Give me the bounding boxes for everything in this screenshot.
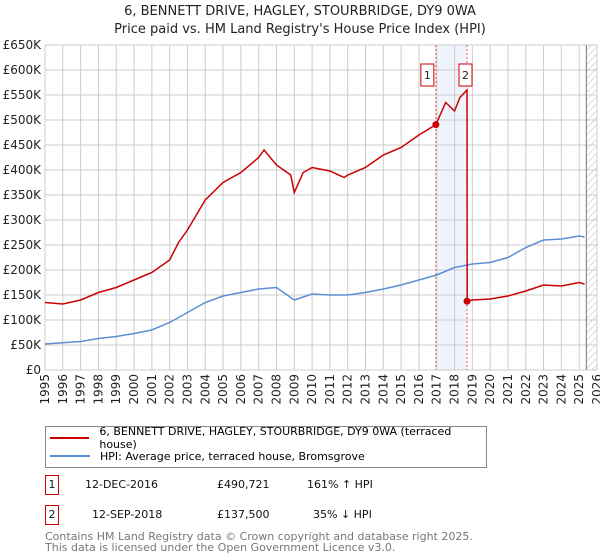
x-tick-label: 1998 (91, 374, 105, 405)
y-tick-label: £450K (3, 138, 43, 152)
x-tick-label: 2017 (430, 374, 444, 405)
footer-line: Contains HM Land Registry data © Crown c… (45, 530, 473, 543)
x-tick-label: 2006 (234, 374, 248, 405)
x-tick-label: 2011 (323, 374, 337, 405)
y-tick-label: £500K (3, 113, 43, 127)
legend-swatch (50, 437, 90, 439)
transaction-date: 12-DEC-2016 (85, 478, 159, 491)
x-tick-label: 2020 (483, 374, 497, 405)
transaction-row: 1 12-DEC-2016 £490,721 161% ↑ HPI (45, 475, 545, 495)
sale-label: 2 (462, 69, 469, 82)
y-tick-label: £300K (3, 213, 43, 227)
x-tick-label: 2000 (127, 374, 141, 405)
chart-plot: £0 £50K £100K £150K £200K £250K £300K £350K £400… (3, 38, 600, 405)
transaction-price: £137,500 (217, 508, 270, 521)
legend-item-property: 6, BENNETT DRIVE, HAGLEY, STOURBRIDGE, D… (50, 425, 486, 451)
transaction-row: 2 12-SEP-2018 £137,500 35% ↓ HPI (45, 505, 545, 525)
x-tick-label: 2008 (269, 374, 283, 405)
footer-line: This data is licensed under the Open Gov… (45, 541, 396, 554)
y-tick-label: £250K (3, 238, 43, 252)
x-tick-label: 2009 (287, 374, 301, 405)
x-tick-label: 2016 (412, 374, 426, 405)
transaction-hpi: 35% ↓ HPI (313, 508, 372, 521)
y-tick-label: £50K (10, 338, 42, 352)
x-tick-label: 2015 (394, 374, 408, 405)
x-tick-label: 2012 (341, 374, 355, 405)
y-tick-label: £400K (3, 163, 43, 177)
x-tick-label: 2018 (448, 374, 462, 405)
forecast-hatch (586, 45, 597, 370)
sale-label: 1 (424, 69, 431, 82)
x-tick-label: 2026 (590, 374, 600, 405)
x-tick-label: 2001 (145, 374, 159, 405)
legend-label: HPI: Average price, terraced house, Brom… (100, 449, 365, 463)
x-tick-label: 2014 (376, 374, 390, 405)
transaction-price: £490,721 (217, 478, 270, 491)
y-tick-label: £350K (3, 188, 43, 202)
x-tick-label: 2023 (537, 374, 551, 405)
property-price-line (44, 88, 585, 305)
transaction-hpi: 161% ↑ HPI (307, 478, 373, 491)
x-tick-label: 2013 (359, 374, 373, 405)
legend-item-hpi: HPI: Average price, terraced house, Brom… (50, 448, 365, 464)
y-tick-label: £550K (3, 88, 43, 102)
legend: 6, BENNETT DRIVE, HAGLEY, STOURBRIDGE, D… (45, 425, 487, 468)
transaction-date: 12-SEP-2018 (92, 508, 163, 521)
legend-swatch (50, 455, 90, 457)
x-tick-label: 2022 (519, 374, 533, 405)
sale-point (432, 121, 440, 129)
chart-title: 6, BENNETT DRIVE, HAGLEY, STOURBRIDGE, D… (124, 4, 476, 19)
x-tick-label: 1999 (109, 374, 123, 405)
x-tick-label: 2005 (216, 374, 230, 405)
x-tick-label: 2019 (465, 374, 479, 405)
x-tick-label: 1996 (56, 374, 70, 405)
x-tick-label: 1995 (38, 374, 52, 405)
sale-label-box (420, 63, 435, 87)
transaction-badge: 1 (45, 475, 59, 495)
x-tick-label: 2004 (198, 374, 212, 405)
transaction-badge: 2 (45, 505, 59, 525)
y-tick-label: £650K (3, 38, 43, 52)
footer: Contains HM Land Registry data © Crown c… (45, 531, 473, 553)
y-tick-label: £200K (3, 263, 43, 277)
x-tick-label: 1997 (74, 374, 88, 405)
sale-period-band (435, 45, 468, 370)
x-tick-label: 2003 (180, 374, 194, 405)
x-tick-label: 2007 (252, 374, 266, 405)
y-tick-label: £150K (3, 288, 43, 302)
sale-point (463, 297, 471, 305)
x-tick-label: 2002 (163, 374, 177, 405)
legend-label: 6, BENNETT DRIVE, HAGLEY, STOURBRIDGE, D… (99, 425, 452, 451)
x-tick-label: 2021 (501, 374, 515, 405)
chart-subtitle: Price paid vs. HM Land Registry's House … (114, 22, 486, 37)
hpi-line (44, 235, 585, 345)
x-tick-label: 2024 (554, 374, 568, 405)
y-tick-label: £100K (3, 313, 43, 327)
y-tick-label: £0 (26, 363, 41, 377)
x-tick-label: 2025 (572, 374, 586, 405)
x-tick-label: 2010 (305, 374, 319, 405)
sale-label-box (458, 63, 473, 87)
y-tick-label: £600K (3, 63, 43, 77)
